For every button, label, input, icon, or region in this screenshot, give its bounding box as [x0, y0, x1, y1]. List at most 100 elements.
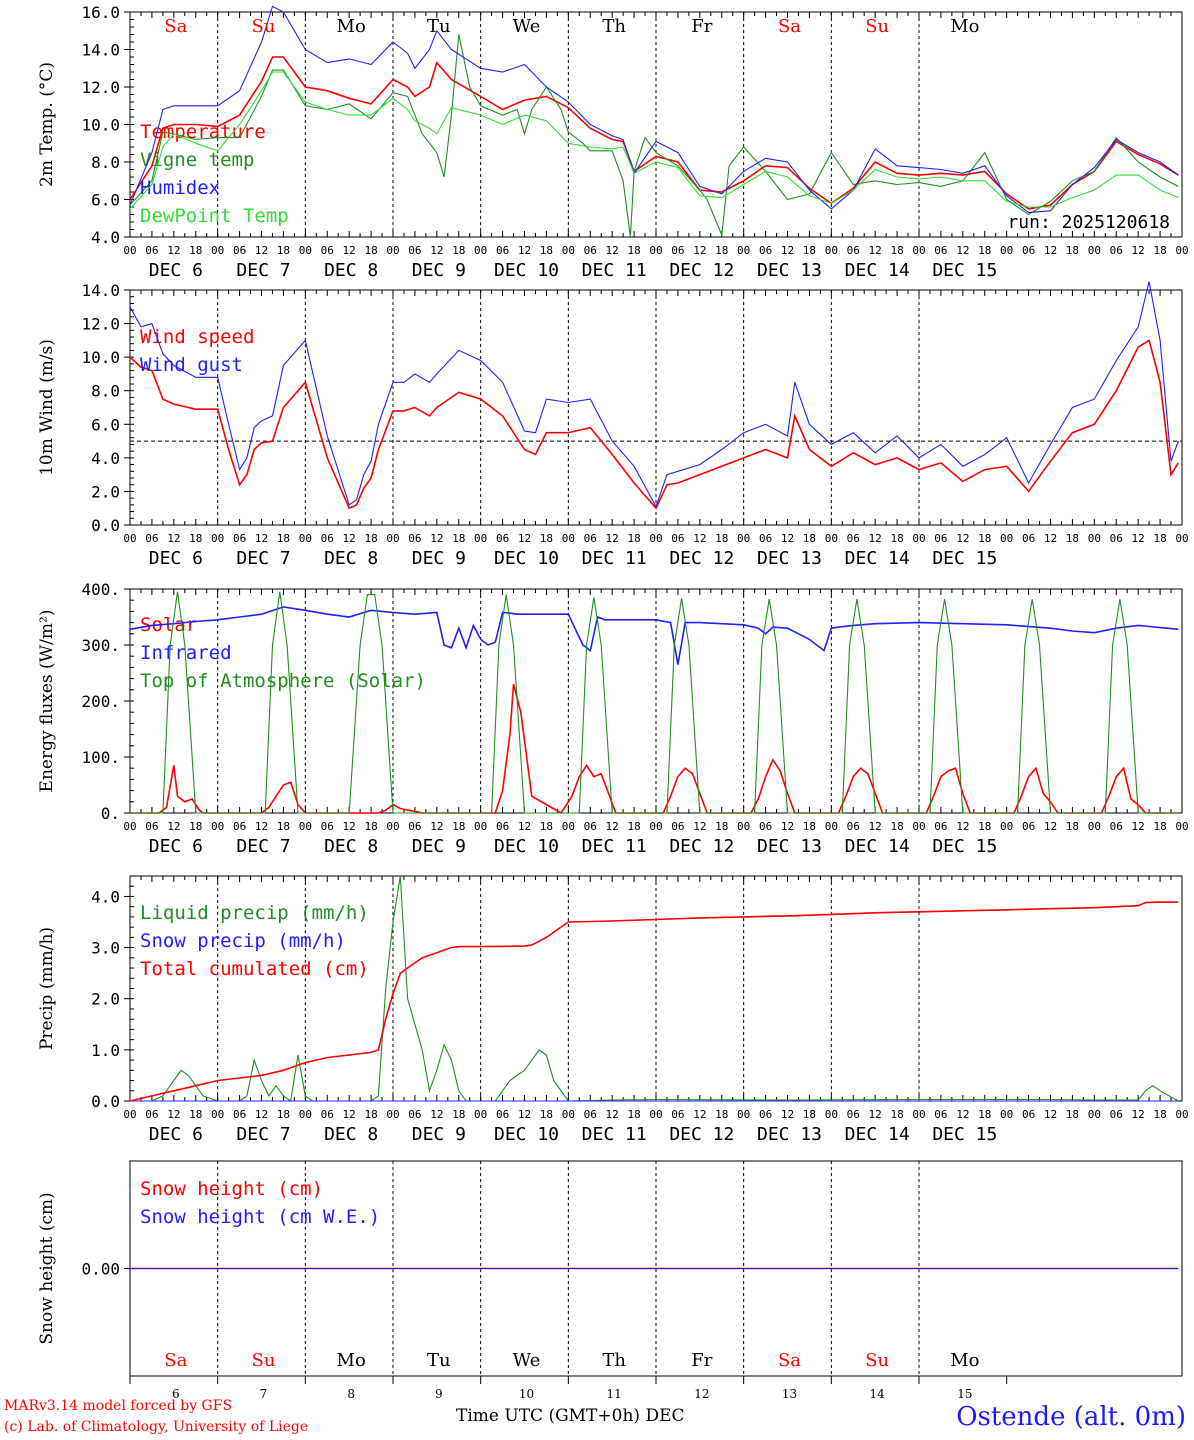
panel-4: 00 06 12 18 00 06 12 18 00 06 12 18 00 06 12 18 00 06 12 18… — [37, 875, 1189, 1145]
hour-label: 18 — [890, 244, 903, 257]
hour-label: 18 — [540, 1108, 553, 1121]
y-tick-label: 12.0 — [81, 78, 120, 97]
hour-label: 12 — [1044, 532, 1057, 545]
hour-label: 18 — [1153, 244, 1166, 257]
series-line-wind-gust — [129, 281, 1179, 508]
date-label: DEC 8 — [324, 1124, 378, 1145]
series-line-humidex — [129, 5, 1179, 214]
date-label: DEC 6 — [149, 836, 203, 857]
hour-label: 06 — [584, 820, 597, 833]
hour-label: 06 — [584, 532, 597, 545]
hour-label: 00 — [1088, 1108, 1101, 1121]
date-label: DEC 7 — [236, 836, 290, 857]
date-label: DEC 9 — [412, 548, 466, 569]
hour-label: 06 — [671, 244, 684, 257]
y-tick-label: 400. — [81, 580, 120, 599]
hour-label: 00 — [1175, 244, 1188, 257]
hour-label: 06 — [321, 244, 334, 257]
hour-label: 18 — [277, 820, 290, 833]
hour-label: 00 — [649, 244, 662, 257]
hour-label: 18 — [715, 1108, 728, 1121]
series-line-solar — [130, 683, 1179, 815]
hour-label: 06 — [934, 1108, 947, 1121]
hour-label: 12 — [606, 1108, 619, 1121]
hour-label: 06 — [671, 1108, 684, 1121]
hour-label: 18 — [452, 532, 465, 545]
y-tick-label: 4.0 — [91, 887, 120, 906]
date-label: DEC 13 — [757, 1124, 822, 1145]
hour-label: 18 — [627, 820, 640, 833]
hour-label: 00 — [474, 532, 487, 545]
run-label: run: 2025120618 — [1007, 212, 1170, 233]
hour-label: 00 — [123, 820, 136, 833]
date-label: DEC 9 — [412, 836, 466, 857]
hour-label: 06 — [1022, 820, 1035, 833]
date-label: DEC 11 — [582, 1124, 647, 1145]
hour-label: 00 — [912, 532, 925, 545]
legend-entry: Total cumulated (cm) — [140, 958, 369, 980]
date-label: DEC 10 — [494, 836, 559, 857]
hour-label: 12 — [1132, 820, 1145, 833]
hour-label: 06 — [759, 532, 772, 545]
hour-label: 18 — [803, 244, 816, 257]
hour-label: 00 — [123, 244, 136, 257]
hour-label: 06 — [233, 532, 246, 545]
hour-label: 00 — [386, 1108, 399, 1121]
hour-label: 06 — [671, 532, 684, 545]
hour-label: 18 — [1153, 532, 1166, 545]
plot-frame — [129, 588, 1183, 814]
panel-1: 00 06 12 18 00 06 12 18 00 06 12 18 00 06 12 18 00 06 12 18… — [37, 3, 1189, 281]
hour-label: 12 — [606, 820, 619, 833]
date-label: DEC 15 — [932, 1124, 997, 1145]
series-line-dewpoint-temp — [129, 71, 1179, 210]
date-label: DEC 9 — [412, 1124, 466, 1145]
date-label: DEC 11 — [582, 260, 647, 281]
hour-label: 06 — [847, 532, 860, 545]
hour-label: 00 — [299, 244, 312, 257]
weekday-label-top: Su — [252, 16, 276, 37]
legend-entry: DewPoint Temp — [140, 205, 289, 227]
hour-label: 12 — [956, 532, 969, 545]
y-tick-label: 0.00 — [81, 1260, 120, 1279]
hour-label: 00 — [825, 820, 838, 833]
hour-label: 00 — [1088, 532, 1101, 545]
hour-label: 00 — [649, 532, 662, 545]
hour-label: 06 — [759, 244, 772, 257]
hour-label: 12 — [869, 1108, 882, 1121]
hour-label: 18 — [715, 532, 728, 545]
hour-label: 18 — [364, 820, 377, 833]
y-tick-label: 6.0 — [91, 415, 120, 434]
hour-label: 06 — [759, 820, 772, 833]
y-axis-label: 2m Temp. (°C) — [37, 62, 57, 187]
y-tick-label: 8.0 — [91, 153, 120, 172]
legend-entry: Liquid precip (mm/h) — [140, 902, 369, 924]
hour-label: 06 — [408, 532, 421, 545]
weekday-label-top: Su — [865, 16, 889, 37]
y-axis-label: Snow height (cm) — [37, 1192, 57, 1344]
hour-label: 00 — [474, 244, 487, 257]
y-tick-label: 4.0 — [91, 228, 120, 247]
hour-label: 06 — [496, 1108, 509, 1121]
hour-label: 00 — [825, 532, 838, 545]
hour-label: 18 — [1066, 532, 1079, 545]
hour-label: 06 — [145, 244, 158, 257]
hour-label: 12 — [430, 532, 443, 545]
date-label: DEC 11 — [582, 548, 647, 569]
date-label: DEC 6 — [149, 548, 203, 569]
hour-label: 00 — [912, 244, 925, 257]
panel-2: 00 06 12 18 00 06 12 18 00 06 12 18 00 06 12 18 00 06 12 18… — [37, 281, 1189, 569]
day-number-label: 6 — [172, 1387, 180, 1401]
day-number-label: 13 — [782, 1387, 797, 1401]
lab-credit-text: (c) Lab. of Climatology, University of L… — [4, 1419, 309, 1435]
y-tick-label: 2.0 — [91, 482, 120, 501]
day-number-label: 15 — [957, 1387, 972, 1401]
hour-label: 18 — [715, 820, 728, 833]
hour-label: 00 — [123, 532, 136, 545]
hour-label: 12 — [869, 244, 882, 257]
hour-label: 00 — [474, 1108, 487, 1121]
day-number-label: 8 — [347, 1387, 355, 1401]
hour-label: 18 — [1153, 820, 1166, 833]
date-label: DEC 10 — [494, 548, 559, 569]
hour-label: 18 — [715, 244, 728, 257]
y-tick-label: 12.0 — [81, 315, 120, 334]
